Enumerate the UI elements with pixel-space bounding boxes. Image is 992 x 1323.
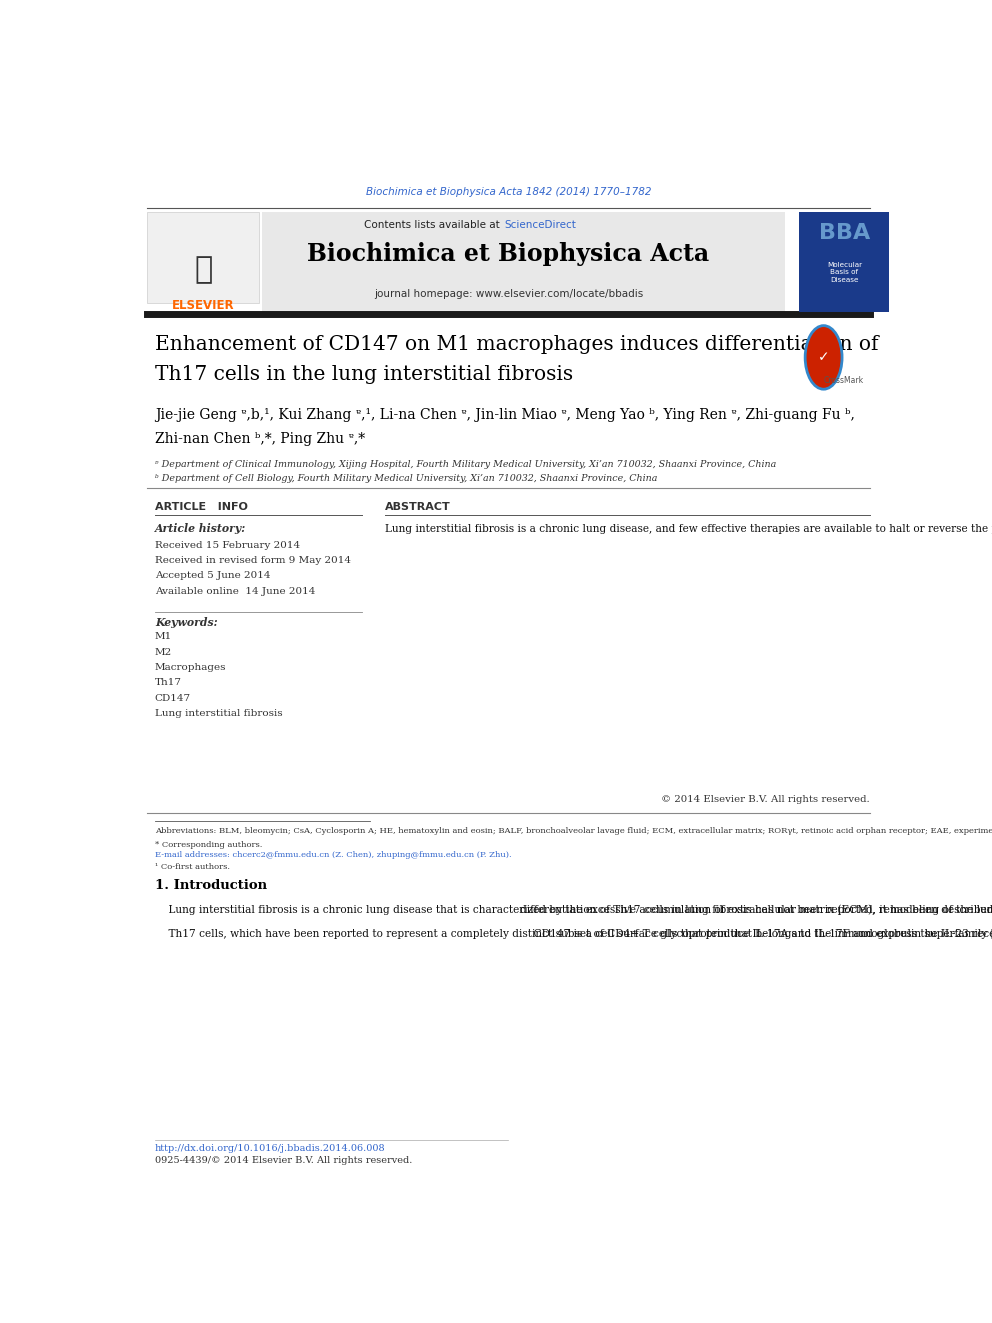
Text: ELSEVIER: ELSEVIER (172, 299, 234, 312)
Text: http://dx.doi.org/10.1016/j.bbadis.2014.06.008: http://dx.doi.org/10.1016/j.bbadis.2014.… (155, 1144, 385, 1152)
Text: differentiation of Th17 cells in lung fibrosis has not been reported, it has bee: differentiation of Th17 cells in lung fi… (520, 905, 992, 938)
Text: 0925-4439/© 2014 Elsevier B.V. All rights reserved.: 0925-4439/© 2014 Elsevier B.V. All right… (155, 1156, 412, 1166)
Text: Keywords:: Keywords: (155, 617, 217, 628)
Text: Received 15 February 2014: Received 15 February 2014 (155, 541, 300, 550)
Text: Lung interstitial fibrosis is a chronic lung disease, and few effective therapie: Lung interstitial fibrosis is a chronic … (386, 524, 992, 534)
Text: * Corresponding authors.: * Corresponding authors. (155, 841, 262, 849)
Text: Lung interstitial fibrosis is a chronic lung disease that is characterized by th: Lung interstitial fibrosis is a chronic … (155, 905, 992, 939)
FancyBboxPatch shape (799, 212, 889, 312)
Text: Lung interstitial fibrosis: Lung interstitial fibrosis (155, 709, 283, 718)
Text: ScienceDirect: ScienceDirect (505, 220, 576, 230)
Text: Accepted 5 June 2014: Accepted 5 June 2014 (155, 572, 270, 581)
Text: M2: M2 (155, 648, 172, 656)
Text: Contents lists available at: Contents lists available at (364, 220, 503, 230)
Text: Molecular
Basis of
Disease: Molecular Basis of Disease (826, 262, 862, 283)
Text: Abbreviations: BLM, bleomycin; CsA, Cyclosporin A; HE, hematoxylin and eosin; BA: Abbreviations: BLM, bleomycin; CsA, Cycl… (155, 827, 992, 835)
Text: Macrophages: Macrophages (155, 663, 226, 672)
Text: Biochimica et Biophysica Acta 1842 (2014) 1770–1782: Biochimica et Biophysica Acta 1842 (2014… (366, 188, 651, 197)
Text: E-mail addresses: chcerc2@fmmu.edu.cn (Z. Chen), zhuping@fmmu.edu.cn (P. Zhu).: E-mail addresses: chcerc2@fmmu.edu.cn (Z… (155, 852, 512, 860)
Text: ✓: ✓ (817, 351, 829, 364)
Text: Received in revised form 9 May 2014: Received in revised form 9 May 2014 (155, 556, 351, 565)
Text: ARTICLE   INFO: ARTICLE INFO (155, 501, 248, 512)
Text: Th17: Th17 (155, 679, 182, 688)
Text: Th17 cells in the lung interstitial fibrosis: Th17 cells in the lung interstitial fibr… (155, 365, 572, 384)
Text: ᵇ Department of Cell Biology, Fourth Military Medical University, Xi’an 710032, : ᵇ Department of Cell Biology, Fourth Mil… (155, 474, 657, 483)
Text: Biochimica et Biophysica Acta: Biochimica et Biophysica Acta (308, 242, 709, 266)
Text: CD147: CD147 (155, 693, 190, 703)
Text: BBA: BBA (818, 224, 870, 243)
FancyBboxPatch shape (262, 212, 786, 312)
Text: 🌳: 🌳 (194, 255, 212, 284)
Text: Zhi-nan Chen ᵇ,*, Ping Zhu ᵄ,*: Zhi-nan Chen ᵇ,*, Ping Zhu ᵄ,* (155, 431, 365, 446)
Text: © 2014 Elsevier B.V. All rights reserved.: © 2014 Elsevier B.V. All rights reserved… (661, 795, 870, 804)
Text: Enhancement of CD147 on M1 macrophages induces differentiation of: Enhancement of CD147 on M1 macrophages i… (155, 335, 878, 355)
Text: ᵄ Department of Clinical Immunology, Xijing Hospital, Fourth Military Medical Un: ᵄ Department of Clinical Immunology, Xij… (155, 460, 776, 470)
Text: 1. Introduction: 1. Introduction (155, 878, 267, 892)
Text: journal homepage: www.elsevier.com/locate/bbadis: journal homepage: www.elsevier.com/locat… (374, 290, 643, 299)
Text: Jie-jie Geng ᵄ,b,¹, Kui Zhang ᵄ,¹, Li-na Chen ᵄ, Jin-lin Miao ᵄ, Meng Yao ᵇ, Yin: Jie-jie Geng ᵄ,b,¹, Kui Zhang ᵄ,¹, Li-na… (155, 409, 855, 422)
Text: Article history:: Article history: (155, 524, 246, 534)
Text: ABSTRACT: ABSTRACT (386, 501, 451, 512)
FancyBboxPatch shape (147, 212, 259, 303)
Text: Available online  14 June 2014: Available online 14 June 2014 (155, 586, 315, 595)
Text: M1: M1 (155, 632, 172, 642)
Text: CrossMark: CrossMark (823, 376, 864, 385)
Text: ¹ Co-first authors.: ¹ Co-first authors. (155, 863, 230, 871)
Ellipse shape (806, 325, 842, 389)
